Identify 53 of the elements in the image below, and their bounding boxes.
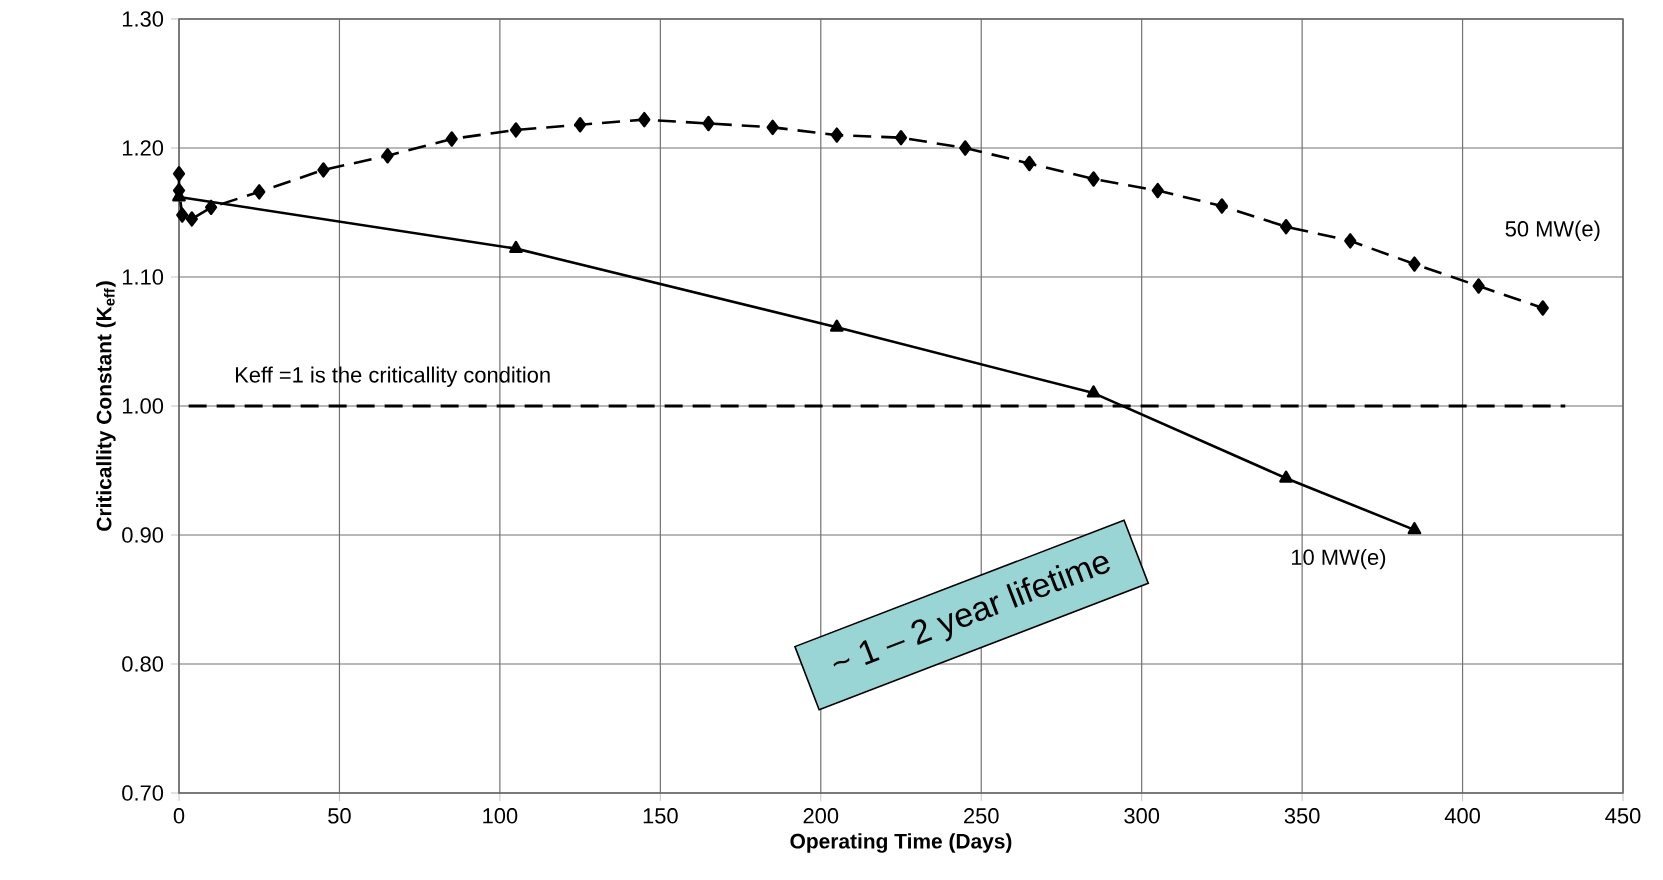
point <box>574 117 587 133</box>
point <box>1087 171 1100 187</box>
point <box>894 129 908 146</box>
y-tick-label: 1.30 <box>122 11 164 27</box>
point <box>1215 198 1228 214</box>
point <box>253 184 266 200</box>
x-tick-label: 300 <box>1124 808 1160 824</box>
series-label: 10 MW(e) <box>1291 548 1386 570</box>
point <box>1472 278 1485 294</box>
point <box>172 166 186 182</box>
point <box>317 162 330 178</box>
point <box>1407 522 1422 535</box>
point <box>1536 300 1549 316</box>
point <box>959 140 972 156</box>
y-tick-label: 0.70 <box>122 785 164 801</box>
point <box>829 319 844 332</box>
point <box>830 127 843 143</box>
x-tick-label: 0 <box>173 808 185 824</box>
point <box>509 240 523 254</box>
x-tick-label: 200 <box>803 808 839 824</box>
point <box>176 207 189 223</box>
point <box>381 148 394 164</box>
point <box>1151 182 1164 199</box>
point <box>1344 233 1357 249</box>
point <box>702 115 715 132</box>
x-tick-label: 150 <box>643 808 678 824</box>
point <box>185 211 198 227</box>
point <box>1408 256 1421 272</box>
y-tick-label: 1.00 <box>122 398 164 414</box>
x-tick-label: 100 <box>483 808 518 824</box>
x-tick-label: 350 <box>1284 808 1320 824</box>
point <box>766 119 779 136</box>
point <box>204 199 218 216</box>
point <box>1279 218 1293 235</box>
y-axis-title: Criticallity Constant (K$_{eff}$) <box>96 281 116 531</box>
y-tick-label: 0.80 <box>122 656 164 672</box>
point <box>1086 385 1101 398</box>
point <box>509 122 523 138</box>
y-tick-label: 1.10 <box>122 269 164 285</box>
x-tick-label: 250 <box>964 808 999 824</box>
point <box>1023 155 1036 172</box>
x-axis-title: Operating Time (Days) <box>790 833 1012 853</box>
point <box>445 131 458 147</box>
x-tick-label: 50 <box>328 808 351 824</box>
ref-line-label: Keff =1 is the criticallity condition <box>235 366 550 387</box>
annotation: ~ 1 – 2 year lifetime <box>833 555 1110 667</box>
x-tick-label: 450 <box>1605 808 1641 824</box>
point <box>1279 470 1293 483</box>
x-tick-label: 400 <box>1444 808 1480 824</box>
y-tick-label: 0.90 <box>122 527 164 543</box>
y-tick-label: 1.20 <box>122 140 164 156</box>
point <box>638 111 651 128</box>
text: 50 MW(e) <box>1505 220 1600 241</box>
